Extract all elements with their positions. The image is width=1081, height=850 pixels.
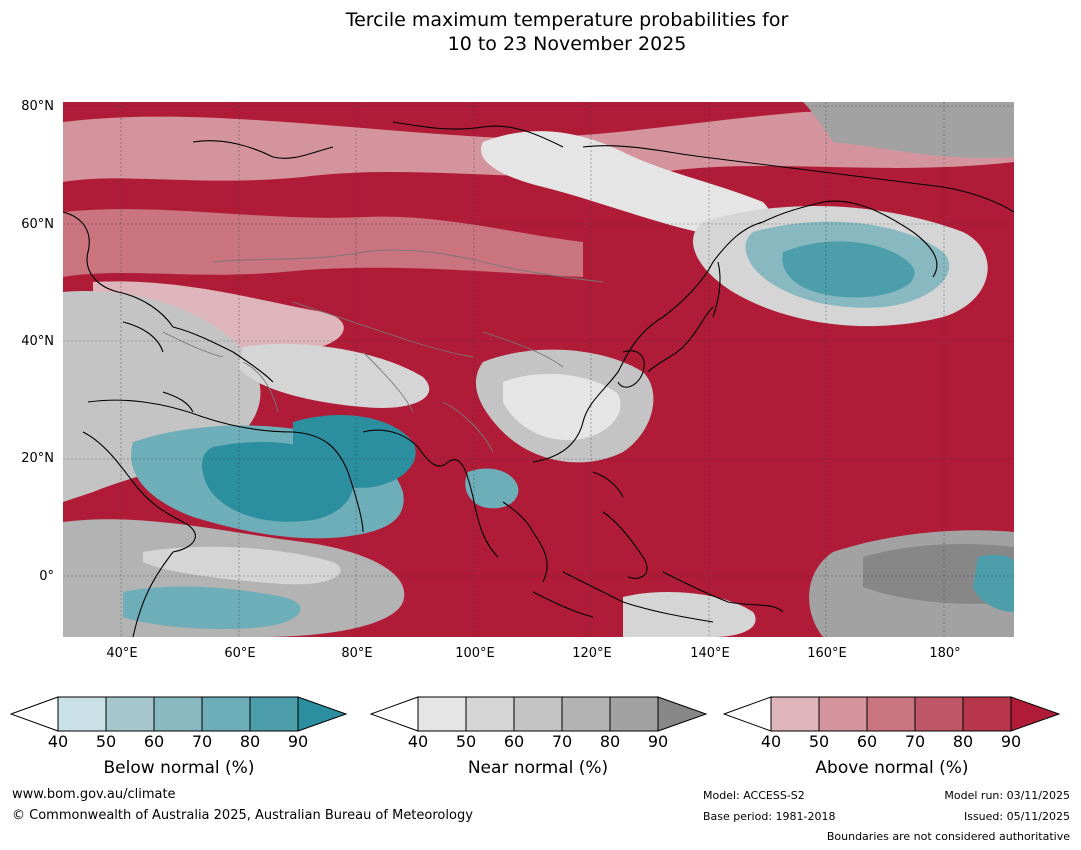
colorbar-near-min-arrow bbox=[370, 696, 419, 732]
lon-label-180: 180° bbox=[929, 646, 961, 661]
cbar-above-tick: 90 bbox=[1000, 732, 1022, 751]
lon-label-40e: 40°E bbox=[106, 646, 138, 661]
lon-label-80e: 80°E bbox=[341, 646, 373, 661]
lon-label-100e: 100°E bbox=[455, 646, 495, 661]
cbar-below-tick: 80 bbox=[239, 732, 261, 751]
colorbar-below-min-arrow bbox=[10, 696, 59, 732]
colorbar-above-min-arrow bbox=[723, 696, 772, 732]
colorbar-above-cell bbox=[866, 696, 916, 732]
colorbar-above-cell bbox=[770, 696, 820, 732]
colorbar-below-cell bbox=[105, 696, 155, 732]
footer-url[interactable]: www.bom.gov.au/climate bbox=[12, 787, 176, 802]
colorbar-above-title: Above normal (%) bbox=[815, 758, 969, 778]
colorbar-near-cell bbox=[561, 696, 611, 732]
colorbar-near bbox=[370, 696, 708, 732]
cbar-near-tick: 80 bbox=[599, 732, 621, 751]
region-below-south-pacific bbox=[973, 554, 1014, 612]
footer-model-run: Model run: 03/11/2025 bbox=[944, 789, 1070, 802]
cbar-below-tick: 70 bbox=[191, 732, 213, 751]
graticule bbox=[63, 102, 1014, 637]
colorbar-below-cell bbox=[249, 696, 299, 732]
map-canvas bbox=[63, 102, 1014, 637]
colorbar-above-cell bbox=[962, 696, 1012, 732]
region-near-banda bbox=[623, 592, 756, 637]
colorbar-near-cell bbox=[513, 696, 563, 732]
lat-label-80n: 80°N bbox=[21, 99, 54, 114]
colorbar-near-max-arrow bbox=[657, 696, 708, 732]
colorbar-below-cell bbox=[201, 696, 251, 732]
cbar-below-tick: 60 bbox=[143, 732, 165, 751]
footer-copyright: © Commonwealth of Australia 2025, Austra… bbox=[12, 808, 473, 823]
colorbar-near-title: Near normal (%) bbox=[467, 758, 609, 778]
colorbar-below-max-arrow bbox=[297, 696, 348, 732]
country-borders bbox=[162, 249, 604, 453]
lon-label-140e: 140°E bbox=[690, 646, 730, 661]
cbar-below-tick: 50 bbox=[95, 732, 117, 751]
colorbar-below-cell bbox=[57, 696, 107, 732]
lat-label-20n: 20°N bbox=[21, 451, 54, 466]
colorbar-above-cell bbox=[914, 696, 964, 732]
title-line-2: 10 to 23 November 2025 bbox=[447, 33, 687, 55]
cbar-below-tick: 40 bbox=[47, 732, 69, 751]
cbar-above-tick: 40 bbox=[760, 732, 782, 751]
region-near-siberia bbox=[481, 131, 771, 238]
colorbar-near-cell bbox=[609, 696, 659, 732]
region-below-india bbox=[293, 414, 416, 488]
region-near-arctic bbox=[803, 102, 1014, 159]
cbar-near-tick: 70 bbox=[551, 732, 573, 751]
colorbar-near-cells bbox=[417, 696, 659, 732]
footer-base-period: Base period: 1981-2018 bbox=[703, 810, 836, 823]
region-below-ne-asia-core bbox=[782, 241, 915, 298]
lat-label-60n: 60°N bbox=[21, 217, 54, 232]
lat-label-0: 0° bbox=[39, 569, 54, 584]
footer-model: Model: ACCESS-S2 bbox=[703, 789, 805, 802]
lon-label-120e: 120°E bbox=[572, 646, 612, 661]
cbar-near-tick: 50 bbox=[455, 732, 477, 751]
colorbar-above-max-arrow bbox=[1010, 696, 1061, 732]
cbar-near-tick: 90 bbox=[647, 732, 669, 751]
footer-issued: Issued: 05/11/2025 bbox=[963, 810, 1070, 823]
region-below-indian-ocean bbox=[123, 586, 301, 629]
colorbar-near-cell bbox=[465, 696, 515, 732]
colorbar-above-cells bbox=[770, 696, 1012, 732]
colorbar-below-cell bbox=[153, 696, 203, 732]
probability-map bbox=[63, 102, 1014, 637]
region-above-mid-eurasia bbox=[63, 209, 583, 277]
colorbar-below-title: Below normal (%) bbox=[103, 758, 255, 778]
cbar-below-tick: 90 bbox=[287, 732, 309, 751]
cbar-near-tick: 60 bbox=[503, 732, 525, 751]
region-near-indian-ocean-light bbox=[143, 546, 341, 585]
colorbar-below bbox=[10, 696, 348, 732]
cbar-above-tick: 70 bbox=[904, 732, 926, 751]
lat-label-40n: 40°N bbox=[21, 334, 54, 349]
cbar-above-tick: 80 bbox=[952, 732, 974, 751]
colorbar-above-cell bbox=[818, 696, 868, 732]
cbar-near-tick: 40 bbox=[407, 732, 429, 751]
title-line-1: Tercile maximum temperature probabilitie… bbox=[345, 9, 789, 31]
colorbar-below-cells bbox=[57, 696, 299, 732]
region-near-central-asia bbox=[238, 343, 430, 408]
region-below-indochina bbox=[465, 468, 519, 509]
colorbar-near-cell bbox=[417, 696, 467, 732]
lon-label-60e: 60°E bbox=[224, 646, 256, 661]
cbar-above-tick: 60 bbox=[856, 732, 878, 751]
lon-label-160e: 160°E bbox=[807, 646, 847, 661]
chart-title: Tercile maximum temperature probabilitie… bbox=[0, 8, 1081, 56]
coastlines bbox=[63, 121, 1014, 637]
cbar-above-tick: 50 bbox=[808, 732, 830, 751]
colorbar-above bbox=[723, 696, 1061, 732]
footer-disclaimer: Boundaries are not considered authoritat… bbox=[826, 830, 1070, 843]
